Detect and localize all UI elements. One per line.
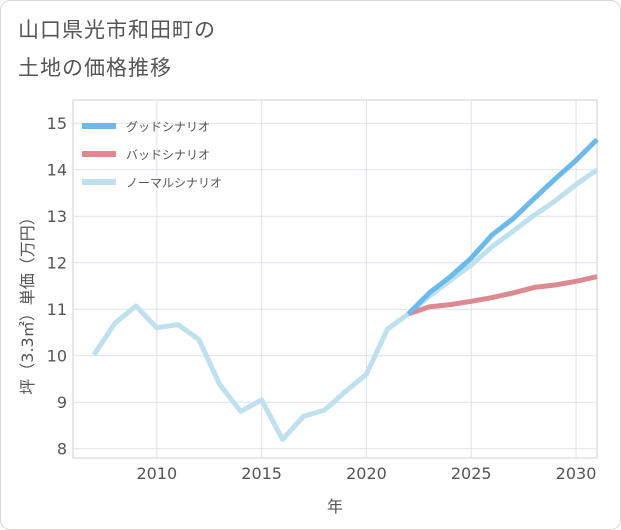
y-axis-label: 坪（3.3㎡）単価（万円） xyxy=(18,209,37,394)
series-line-1 xyxy=(406,137,599,316)
x-tick-label-2015: 2015 xyxy=(241,464,282,483)
series-group xyxy=(91,137,599,442)
legend-label-3: ノーマルシナリオ xyxy=(126,176,222,190)
x-tick-label-2020: 2020 xyxy=(346,464,387,483)
x-axis-label: 年 xyxy=(327,497,343,516)
y-tick-label-13: 13 xyxy=(47,207,67,226)
y-tick-label-9: 9 xyxy=(57,393,67,412)
legend-label-1: グッドシナリオ xyxy=(126,120,210,134)
y-tick-label-14: 14 xyxy=(47,161,67,180)
series-line-3 xyxy=(91,167,599,442)
y-tick-label-11: 11 xyxy=(47,300,67,319)
y-tick-label-8: 8 xyxy=(57,440,67,459)
chart-title-line2: 土地の価格推移 xyxy=(18,56,172,80)
tick-labels: 2010 2015 2020 2025 2030 8 9 10 11 12 13 14 15 xyxy=(47,114,597,483)
x-tick-label-2025: 2025 xyxy=(451,464,492,483)
legend-label-2: バッドシナリオ xyxy=(126,148,210,162)
series-line-2 xyxy=(407,274,598,317)
chart-title-line1: 山口県光市和田町の xyxy=(18,18,216,42)
x-tick-label-2010: 2010 xyxy=(136,464,177,483)
y-tick-label-10: 10 xyxy=(47,347,67,366)
y-tick-label-15: 15 xyxy=(47,114,67,133)
x-tick-label-2030: 2030 xyxy=(556,464,597,483)
y-tick-label-12: 12 xyxy=(47,254,67,273)
